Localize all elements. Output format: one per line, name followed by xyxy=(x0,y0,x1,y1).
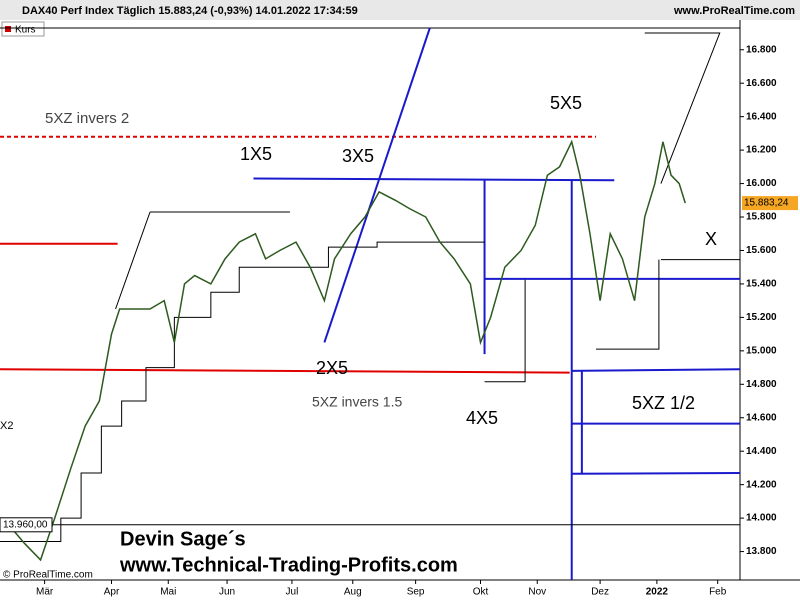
annotation: 5XZ invers 2 xyxy=(45,110,129,127)
y-tick-label: 14.800 xyxy=(746,379,777,390)
y-tick-label: 16.200 xyxy=(746,145,777,156)
watermark: Devin Sage´s xyxy=(120,528,246,550)
copyright: © ProRealTime.com xyxy=(3,570,93,581)
y-tick-label: 14.200 xyxy=(746,479,777,490)
header-bar xyxy=(0,0,800,20)
overlay-line xyxy=(323,27,431,343)
overlay-line xyxy=(596,259,660,350)
x-tick-label: Jun xyxy=(219,587,235,598)
y-tick-label: 14.600 xyxy=(746,412,777,423)
annotation: 5XZ invers 1.5 xyxy=(312,394,402,410)
x-tick-label: Okt xyxy=(473,587,489,598)
y-tick-label: 15.200 xyxy=(746,312,777,323)
y-tick-label: 14.000 xyxy=(746,513,777,524)
overlay-line xyxy=(115,211,151,310)
header-title: DAX40 Perf Index Täglich 15.883,24 (-0,9… xyxy=(22,5,358,17)
y-tick-label: 16.600 xyxy=(746,78,777,89)
x-tick-label: Dez xyxy=(591,587,609,598)
x-tick-label: Feb xyxy=(709,587,727,598)
legend-swatch xyxy=(5,26,11,32)
last-price-label: 15.883,24 xyxy=(744,198,789,209)
annotation: 5XZ 1/2 xyxy=(632,393,695,413)
x-tick-label: Aug xyxy=(344,587,362,598)
y-tick-label: 16.400 xyxy=(746,111,777,122)
x-tick-label: Jul xyxy=(286,587,299,598)
legend-label: Kurs xyxy=(15,25,36,36)
annotation: 2X5 xyxy=(316,358,348,378)
overlay-line xyxy=(644,32,721,184)
y-tick-label: 15.400 xyxy=(746,279,777,290)
y-tick-label: 13.800 xyxy=(746,546,777,557)
x-tick-label: Nov xyxy=(528,587,546,598)
x-tick-label: 2022 xyxy=(646,587,669,598)
header-site: www.ProRealTime.com xyxy=(673,5,795,17)
annotation: 5X5 xyxy=(550,93,582,113)
x-tick-label: Mai xyxy=(160,587,176,598)
price-line xyxy=(9,139,686,562)
x-tick-label: Sep xyxy=(407,587,425,598)
overlay-line xyxy=(0,368,570,374)
annotation: 3X5 xyxy=(342,146,374,166)
annotation: X2 xyxy=(0,420,13,432)
y-tick-label: 15.800 xyxy=(746,212,777,223)
last-price-box xyxy=(742,196,798,211)
x-tick-label: Apr xyxy=(104,587,120,598)
watermark: www.Technical-Trading-Profits.com xyxy=(119,554,458,576)
y-tick-label: 15.600 xyxy=(746,245,777,256)
annotation: 1X5 xyxy=(240,144,272,164)
legend-box xyxy=(1,21,45,37)
y-tick-label: 16.000 xyxy=(746,178,777,189)
overlay-line xyxy=(0,241,485,543)
overlay-line xyxy=(571,368,741,372)
overlay-line xyxy=(484,279,526,383)
y-tick-label: 14.400 xyxy=(746,446,777,457)
y-tick-label: 16.800 xyxy=(746,44,777,55)
overlay-line xyxy=(571,471,741,475)
marker-price-box xyxy=(0,517,53,533)
overlay-line xyxy=(253,177,615,182)
annotation: X xyxy=(705,229,717,249)
x-tick-label: Mär xyxy=(36,587,54,598)
marker-price-label: 13.960,00 xyxy=(3,519,48,530)
annotation: 4X5 xyxy=(466,408,498,428)
y-tick-label: 15.000 xyxy=(746,345,777,356)
